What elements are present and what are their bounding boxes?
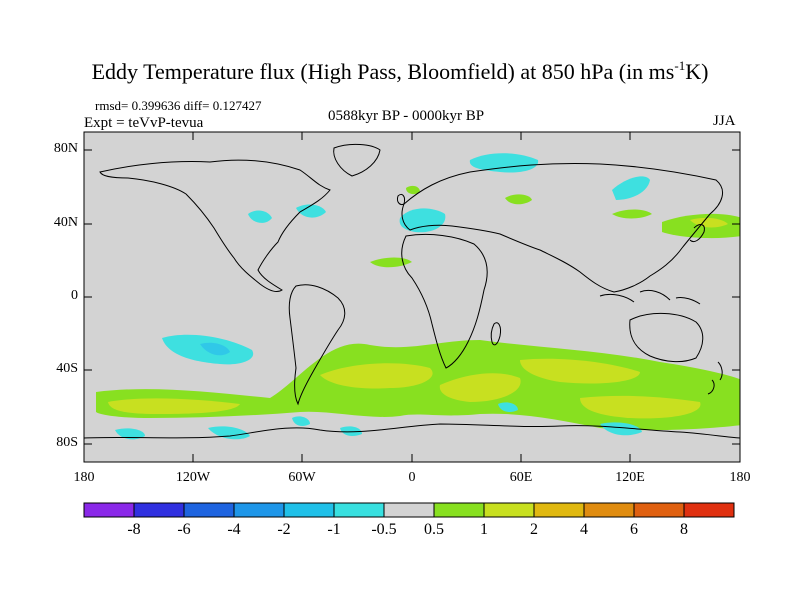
experiment-label: Expt = teVvP-tevua [84, 115, 204, 131]
coastline-south-america [288, 284, 346, 406]
x-label-60e: 60E [509, 470, 533, 485]
anomaly-fields [96, 153, 740, 440]
colorbar-label: 0.5 [424, 521, 444, 538]
atlantic-positive [370, 257, 412, 268]
period-label: 0588kyr BP - 0000kyr BP [328, 108, 485, 124]
southern-ocean-positive-medium-4 [520, 358, 640, 384]
colorbar-label: -4 [227, 521, 241, 538]
colorbar-label: 6 [630, 521, 638, 538]
x-label-60w: 60W [288, 470, 316, 485]
scandinavia-positive [406, 185, 420, 195]
arctic-negative [469, 153, 539, 173]
map-title: Eddy Temperature flux (High Pass, Bloomf… [91, 58, 709, 84]
eurasia-positive [505, 194, 532, 205]
x-label-180e: 180 [729, 470, 751, 485]
colorbar-swatch [83, 502, 135, 518]
colorbar-swatch [183, 502, 235, 518]
coastline-australia [629, 312, 704, 363]
colorbar-label: 2 [530, 521, 538, 538]
y-label-40s: 40S [56, 361, 78, 376]
antarctic-negative-4 [340, 426, 362, 436]
coastline-uk [397, 193, 405, 205]
colorbar-swatch [133, 502, 185, 518]
coastline-north-america [99, 159, 331, 293]
colorbar-swatch [483, 502, 535, 518]
colorbar-label: -2 [277, 521, 291, 538]
siberia-negative [612, 176, 650, 200]
southern-ocean-positive-medium-2 [320, 363, 433, 389]
colorbar-swatch [633, 502, 685, 518]
coastline-maritime-continent [599, 289, 701, 305]
colorbar-label: -0.5 [371, 521, 397, 538]
colorbar-swatch [333, 502, 385, 518]
colorbar [83, 502, 735, 518]
antarctic-negative-3 [292, 416, 310, 426]
coastline-madagascar [490, 322, 501, 346]
y-label-80n: 80N [53, 141, 78, 156]
eurasia-positive-2 [612, 209, 652, 219]
antarctic-negative-2 [208, 426, 250, 440]
southern-ocean-positive-medium-3 [439, 373, 521, 402]
colorbar-label: 4 [580, 521, 588, 538]
colorbar-swatch [683, 502, 735, 518]
colorbar-label: -6 [177, 521, 191, 538]
southern-negative-6 [498, 402, 518, 412]
y-label-80s: 80S [56, 435, 78, 450]
north-pacific-positive-core [690, 217, 728, 228]
colorbar-label: 8 [680, 521, 688, 538]
x-label-120e: 120E [615, 470, 645, 485]
colorbar-swatch [533, 502, 585, 518]
coastlines [84, 143, 740, 439]
y-label-0: 0 [71, 288, 78, 303]
coastline-japan [689, 224, 705, 243]
colorbar-swatch [233, 502, 285, 518]
colorbar-swatch [583, 502, 635, 518]
stats-line: rmsd= 0.399636 diff= 0.127427 [95, 98, 262, 113]
colorbar-label: 1 [480, 521, 488, 538]
southern-ocean-positive-medium-1 [108, 398, 240, 414]
title-superscript: -1 [674, 58, 686, 73]
southern-ocean-positive-medium-5 [580, 395, 701, 419]
x-label-180w: 180 [73, 470, 95, 485]
colorbar-label: -1 [327, 521, 341, 538]
north-america-negative-1 [248, 210, 272, 223]
coastline-new-zealand [707, 361, 723, 395]
colorbar-swatch [433, 502, 485, 518]
coastline-eurasia [401, 162, 724, 293]
colorbar-swatch [383, 502, 435, 518]
antarctic-negative-1 [115, 428, 145, 440]
coastline-greenland [333, 143, 381, 177]
mediterranean-negative [399, 208, 446, 233]
x-label-120w: 120W [175, 470, 211, 485]
x-label-0: 0 [408, 470, 416, 485]
coastline-antarctica [84, 423, 740, 439]
colorbar-label: -8 [127, 521, 141, 538]
season-label: JJA [713, 113, 736, 129]
y-label-40n: 40N [53, 215, 78, 230]
south-pacific-negative-medium [200, 342, 230, 356]
axis-ticks [83, 132, 741, 462]
colorbar-swatch [283, 502, 335, 518]
antarctic-negative-5 [600, 422, 642, 436]
coastline-africa [401, 233, 488, 369]
north-america-negative-2 [296, 204, 326, 218]
